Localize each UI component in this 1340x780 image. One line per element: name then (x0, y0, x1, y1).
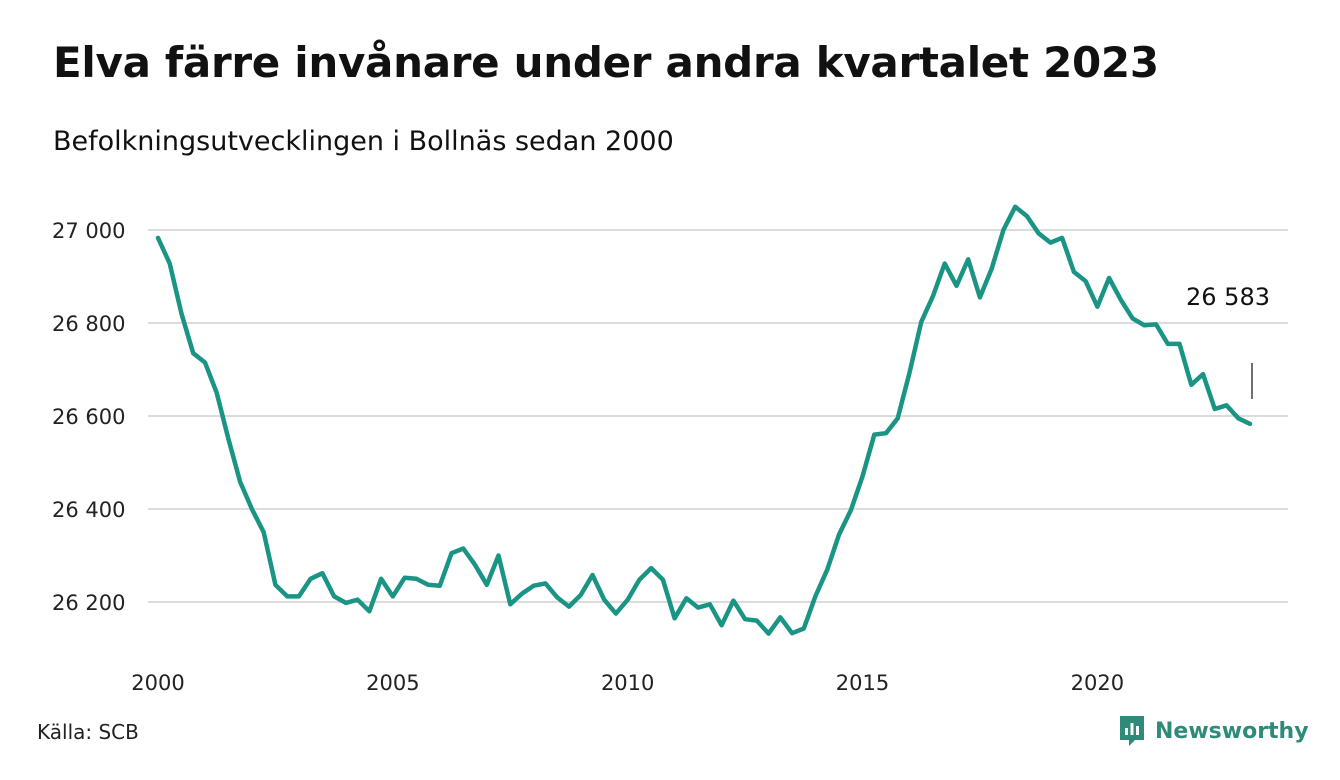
y-tick-label: 26 800 (52, 312, 125, 336)
y-tick-label: 26 200 (52, 591, 125, 615)
x-tick-label: 2005 (366, 671, 419, 695)
last-value-label: 26 583 (1186, 283, 1270, 311)
end-value-annotation: 26 583 (1186, 283, 1270, 399)
y-tick-label: 26 400 (52, 498, 125, 522)
chart-subtitle: Befolkningsutvecklingen i Bollnäs sedan … (53, 126, 674, 157)
x-axis-ticks: 2000 2005 2010 2015 2020 (131, 671, 1124, 695)
gridlines (148, 229, 1288, 603)
chart-title: Elva färre invånare under andra kvartale… (53, 38, 1159, 87)
series-layer (155, 204, 1253, 636)
source-note: Källa: SCB (37, 720, 139, 744)
newsworthy-logo-icon (1120, 716, 1144, 746)
x-tick-label: 2010 (601, 671, 654, 695)
y-tick-label: 27 000 (52, 219, 125, 243)
newsworthy-logo: Newsworthy (1118, 714, 1309, 748)
brand-name: Newsworthy (1155, 718, 1309, 744)
x-tick-label: 2020 (1071, 671, 1124, 695)
population-line (155, 204, 1253, 636)
x-tick-label: 2015 (836, 671, 889, 695)
x-tick-label: 2000 (131, 671, 184, 695)
y-tick-label: 26 600 (52, 405, 125, 429)
y-axis-ticks: 26 200 26 400 26 600 26 800 27 000 (52, 219, 125, 615)
